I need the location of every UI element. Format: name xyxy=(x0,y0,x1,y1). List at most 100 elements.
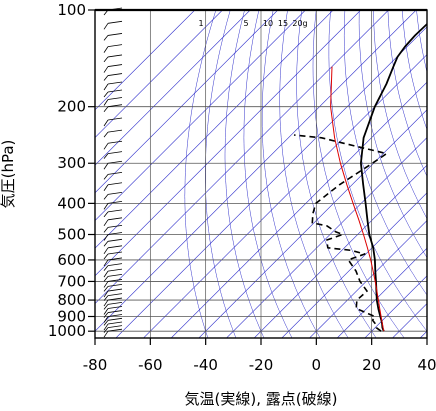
wind-barb-shaft xyxy=(107,81,123,85)
y-tick-label: 200 xyxy=(57,98,86,116)
wind-barb-flag xyxy=(103,99,109,106)
dry-adiabat-line xyxy=(358,10,427,259)
wind-barb-shaft xyxy=(107,172,123,175)
wind-barb-flag xyxy=(103,227,109,233)
wind-barb-shaft xyxy=(107,245,123,249)
isotherm-line xyxy=(281,192,427,338)
parcel-line xyxy=(330,66,385,332)
wind-barb-flag xyxy=(103,35,109,41)
dry-adiabat-line xyxy=(243,10,293,338)
wind-barb-shaft xyxy=(107,224,123,228)
wind-barb-flag xyxy=(103,276,109,282)
wind-barb-shaft xyxy=(107,325,123,329)
isotherm-line xyxy=(336,247,427,338)
wind-barb-flag xyxy=(103,219,109,227)
isotherm-line xyxy=(115,26,427,338)
wind-barb-shaft xyxy=(107,64,123,67)
mixing-ratio-label: 20g xyxy=(292,19,307,28)
wind-barb-flag xyxy=(103,83,109,91)
y-tick-label: 100 xyxy=(57,1,86,19)
wind-barb-flag xyxy=(103,327,109,333)
isotherm-line xyxy=(95,10,334,249)
wind-barb-flag xyxy=(103,203,109,210)
wind-barb-shaft xyxy=(107,232,123,235)
wind-barb-shaft xyxy=(107,238,123,242)
x-tick-label: -40 xyxy=(193,356,218,374)
wind-barb-flag xyxy=(103,290,109,298)
wind-barb-shaft xyxy=(107,251,123,255)
x-tick-label: -60 xyxy=(138,356,163,374)
mixing-ratio-labels: 1 5 10 15 20g xyxy=(198,19,307,28)
wind-barb-flag xyxy=(103,46,109,53)
wind-barb-shaft xyxy=(107,209,123,213)
dry-adiabat-line xyxy=(373,10,427,220)
wind-barb-shaft xyxy=(107,310,123,313)
x-tick-label: -20 xyxy=(249,356,274,374)
x-axis: -80 -60 -40 -20 0 20 40 xyxy=(83,338,436,374)
wind-barb-shaft xyxy=(107,263,123,267)
dry-adiabat-line xyxy=(279,10,349,338)
isotherm-line xyxy=(95,10,279,194)
wind-barb-flag xyxy=(103,131,109,138)
x-tick-label: 20 xyxy=(362,356,381,374)
wind-barb-flag xyxy=(103,281,109,288)
x-axis-title: 気温(実線), 露点(破線) xyxy=(185,390,338,408)
wind-barbs xyxy=(103,7,123,338)
dry-adiabat-line xyxy=(312,10,405,338)
y-tick-label: 800 xyxy=(57,291,86,309)
wind-barb-flag xyxy=(103,66,109,73)
wind-barb-flag xyxy=(103,259,109,267)
wind-barb-flag xyxy=(103,153,109,159)
wind-barb-shaft xyxy=(107,317,123,321)
isotherm-line xyxy=(143,54,427,338)
wind-barb-shaft xyxy=(107,268,123,272)
wind-barb-flag xyxy=(103,265,109,271)
wind-barb-shaft xyxy=(107,117,123,121)
wind-barb-shaft xyxy=(107,191,123,195)
y-tick-label: 500 xyxy=(57,226,86,244)
wind-barb-flag xyxy=(103,143,109,150)
wind-barb-flag xyxy=(103,330,109,338)
wind-barb-shaft xyxy=(107,129,123,133)
wind-barb-shaft xyxy=(107,293,123,297)
wind-barb-flag xyxy=(103,320,109,326)
wind-barb-flag xyxy=(103,304,109,310)
wind-barb-flag xyxy=(103,163,109,170)
wind-barb-shaft xyxy=(107,279,123,282)
dry-adiabat-line xyxy=(343,10,427,296)
wind-barb-shaft xyxy=(107,182,123,186)
dry-adiabat-line xyxy=(205,10,237,338)
wind-barb-shaft xyxy=(107,33,123,36)
isotherm-line xyxy=(364,275,427,338)
wind-barb-shaft xyxy=(107,283,123,287)
wind-barb-flag xyxy=(103,184,109,191)
wind-barb-shaft xyxy=(107,73,123,76)
isotherm-line xyxy=(309,220,427,338)
adiabat-grid xyxy=(184,10,427,338)
wind-barb-shaft xyxy=(107,328,123,332)
wind-barb-flag xyxy=(103,56,109,63)
y-tick-label: 600 xyxy=(57,251,86,269)
wind-barb-shaft xyxy=(107,217,123,221)
y-tick-label: 1000 xyxy=(48,322,86,340)
isotherm-line xyxy=(95,10,389,304)
dry-adiabat-line xyxy=(224,10,265,338)
isobar-grid xyxy=(95,10,427,338)
wind-barb-flag xyxy=(103,323,109,331)
dry-adiabat-line xyxy=(387,10,427,177)
wind-barb-shaft xyxy=(107,321,123,325)
isotherm-line xyxy=(95,10,306,221)
dewpoint-line xyxy=(293,134,388,332)
wind-barb-shaft xyxy=(107,301,123,305)
wind-barb-flag xyxy=(103,234,109,241)
wind-barb-flag xyxy=(103,194,109,200)
isotherm-line xyxy=(95,10,417,332)
dry-adiabat-line xyxy=(328,10,427,332)
isotherm-line xyxy=(253,164,427,338)
mixing-ratio-label: 10 xyxy=(263,19,273,28)
wind-barb-flag xyxy=(103,211,109,218)
wind-barb-flag xyxy=(103,23,109,30)
wind-barb-shaft xyxy=(107,306,123,309)
